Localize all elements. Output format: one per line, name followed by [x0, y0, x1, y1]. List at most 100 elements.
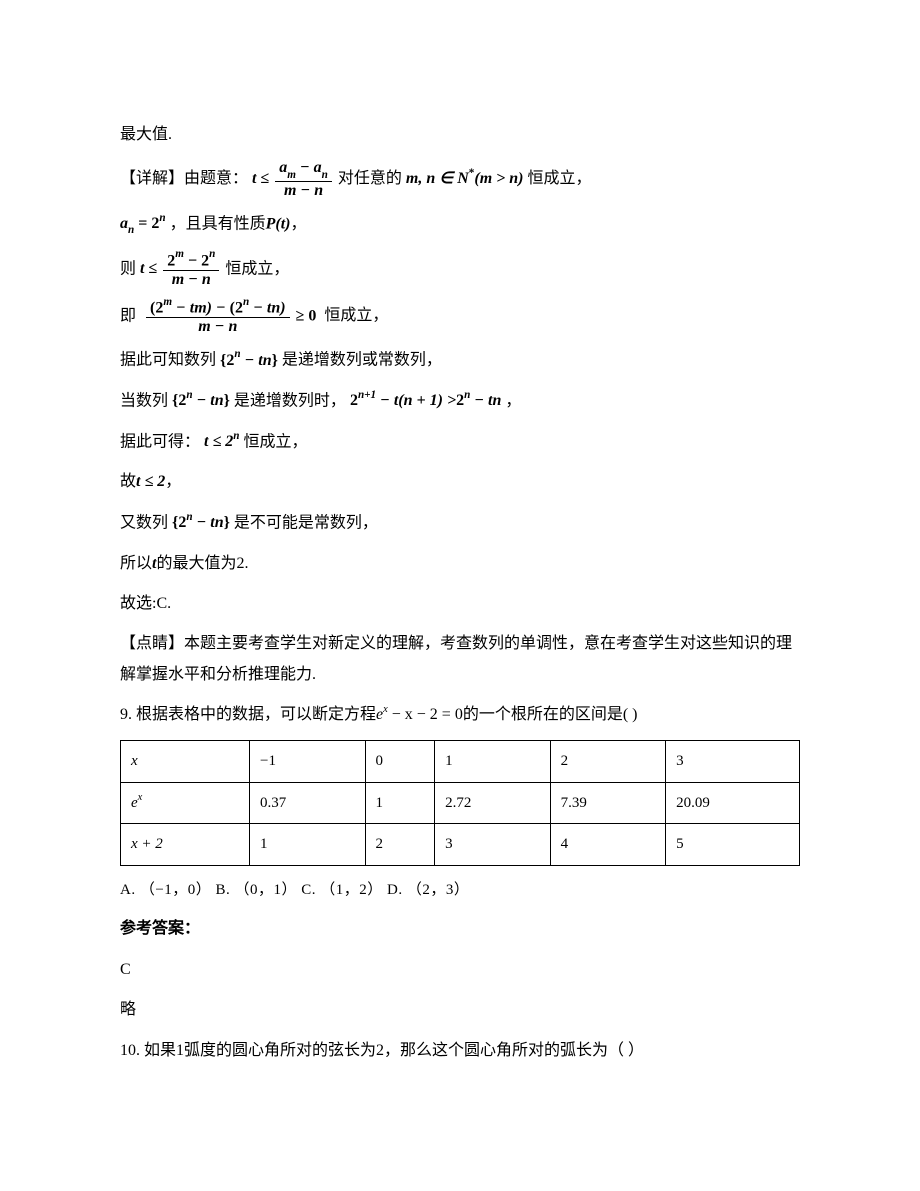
- n: n: [228, 318, 237, 335]
- then-line: 则 t ≤ 2m − 2n m − n 恒成立，: [120, 251, 800, 288]
- hence-expr: t ≤ 2n: [204, 433, 243, 450]
- again-brace: {2n − tn}: [172, 514, 234, 531]
- am: am: [279, 159, 296, 176]
- pt: P(t): [266, 215, 291, 232]
- when-expr: 2n+1 − t(n + 1) >2n − tn: [350, 392, 505, 409]
- detail-prefix: 由题意：: [184, 170, 248, 187]
- an: an: [314, 159, 328, 176]
- minus: −: [216, 299, 230, 316]
- cell: 2.72: [435, 782, 550, 824]
- cell: 20.09: [666, 782, 800, 824]
- lve: 略: [120, 995, 800, 1025]
- cell: 3: [435, 824, 550, 866]
- when-line: 当数列 {2n − tn} 是递增数列时， 2n+1 − t(n + 1) >2…: [120, 386, 800, 417]
- therefore-prefix: 所以: [120, 555, 152, 572]
- then-suffix: 恒成立，: [225, 260, 289, 277]
- frac3-num: (2m − tm) − (2n − tn): [146, 298, 290, 317]
- when-suffix1: 是递增数列时，: [234, 392, 346, 409]
- then-label: 则: [120, 260, 136, 277]
- q10-two: 2: [376, 1042, 384, 1059]
- q10-mid1: 弧度的圆心角所对的弦长为: [184, 1042, 376, 1059]
- dianjing-label: 【点睛】: [120, 635, 184, 652]
- cell-xp2: x + 2: [121, 824, 250, 866]
- frac3-den: m − n: [146, 317, 290, 335]
- cell: 1: [435, 741, 550, 783]
- ref-ans-label: 参考答案：: [120, 914, 800, 944]
- detail-label: 【详解】: [120, 170, 184, 187]
- cell: 7.39: [550, 782, 665, 824]
- sup-m: m: [175, 248, 184, 260]
- seq-brace: {2n − tn}: [220, 352, 282, 369]
- when-comma: ，: [505, 392, 521, 409]
- table-row: x −1 0 1 2 3: [121, 741, 800, 783]
- q9-suffix: 的一个根所在的区间是( ): [463, 706, 638, 723]
- minus2n: − 2: [184, 252, 209, 269]
- q10-mid2: ，那么这个圆心角所对的弧长为（ ）: [384, 1042, 644, 1059]
- seq-suffix: 是递增数列或常数列，: [282, 352, 442, 369]
- mn-set: m, n ∈ N*: [406, 170, 474, 187]
- table-row: x + 2 1 2 3 4 5: [121, 824, 800, 866]
- cell: −1: [250, 741, 365, 783]
- q10-prefix: 10. 如果: [120, 1042, 176, 1059]
- hence-prefix: 据此可得：: [120, 433, 200, 450]
- so-prefix: 故: [120, 473, 136, 490]
- q9-prefix: 9. 根据表格中的数据，可以断定方程: [120, 706, 376, 723]
- cell: 1: [250, 824, 365, 866]
- page-root: 最大值. 【详解】由题意： t ≤ am − an m − n 对任意的 m, …: [0, 0, 920, 1191]
- cell: 2: [550, 741, 665, 783]
- n: n: [202, 271, 211, 288]
- detail-suffix1: 恒成立，: [527, 170, 591, 187]
- cell: 5: [666, 824, 800, 866]
- therefore-suffix: 的最大值为2.: [156, 555, 248, 572]
- ie-line: 即 (2m − tm) − (2n − tn) m − n ≥ 0 恒成立，: [120, 298, 800, 335]
- an-eq: an = 2n: [120, 215, 170, 232]
- sup-n: n: [243, 296, 249, 308]
- q9-table: x −1 0 1 2 3 ex 0.37 1 2.72 7.39 20.09 x…: [120, 740, 800, 866]
- cell: 0.37: [250, 782, 365, 824]
- an-comma: ，: [290, 215, 306, 232]
- q9-line: 9. 根据表格中的数据，可以断定方程ex − x − 2 = 0的一个根所在的区…: [120, 700, 800, 730]
- le-op2: ≤: [144, 260, 157, 277]
- m: m: [284, 182, 296, 199]
- q9-options: A. （−1，0） B. （0，1） C. （1，2） D. （2，3）: [120, 876, 800, 905]
- frac-am-an: am − an m − n: [273, 160, 334, 198]
- ie-label: 即: [120, 307, 136, 324]
- minus: −: [297, 182, 315, 199]
- table-row: ex 0.37 1 2.72 7.39 20.09: [121, 782, 800, 824]
- cell: 1: [365, 782, 435, 824]
- so-comma: ，: [165, 473, 181, 490]
- two2: 2: [235, 299, 243, 316]
- therefore-line: 所以t的最大值为2.: [120, 549, 800, 579]
- detail-mid: 对任意的: [338, 170, 402, 187]
- minus: −: [211, 318, 229, 335]
- so-line: 故t ≤ 2，: [120, 467, 800, 497]
- top-line: 最大值.: [120, 120, 800, 150]
- again-suffix: 是不可能是常数列，: [234, 514, 378, 531]
- ge0: ≥ 0: [296, 307, 317, 324]
- ineq-t-le: t ≤: [252, 164, 269, 194]
- frac-den: m − n: [275, 181, 332, 199]
- again-line: 又数列 {2n − tn} 是不可能是常数列，: [120, 508, 800, 539]
- again-prefix: 又数列: [120, 514, 168, 531]
- cell-x: x: [121, 741, 250, 783]
- cell: 2: [365, 824, 435, 866]
- sup-m: m: [163, 296, 172, 308]
- q9-eq: ex − x − 2 = 0: [376, 706, 463, 723]
- n: n: [314, 182, 323, 199]
- minus-tn: − tn): [249, 299, 285, 316]
- an-suffix: ，且具有性质: [170, 215, 266, 232]
- m-gt-n: (m > n): [474, 170, 523, 187]
- ans-c: C: [120, 955, 800, 985]
- minus: −: [296, 159, 314, 176]
- frac2-num: 2m − 2n: [163, 251, 219, 270]
- cell: 4: [550, 824, 665, 866]
- seq-line: 据此可知数列 {2n − tn} 是递增数列或常数列，: [120, 345, 800, 376]
- dianjing: 【点睛】本题主要考查学生对新定义的理解，考查数列的单调性，意在考查学生对这些知识…: [120, 629, 800, 690]
- sup-n: n: [209, 248, 215, 260]
- then-t-le: t ≤: [140, 254, 157, 284]
- an-line: an = 2n ，且具有性质P(t)，: [120, 209, 800, 241]
- m: m: [172, 271, 184, 288]
- cell: 0: [365, 741, 435, 783]
- ie-suffix: 恒成立，: [324, 307, 388, 324]
- cell: 3: [666, 741, 800, 783]
